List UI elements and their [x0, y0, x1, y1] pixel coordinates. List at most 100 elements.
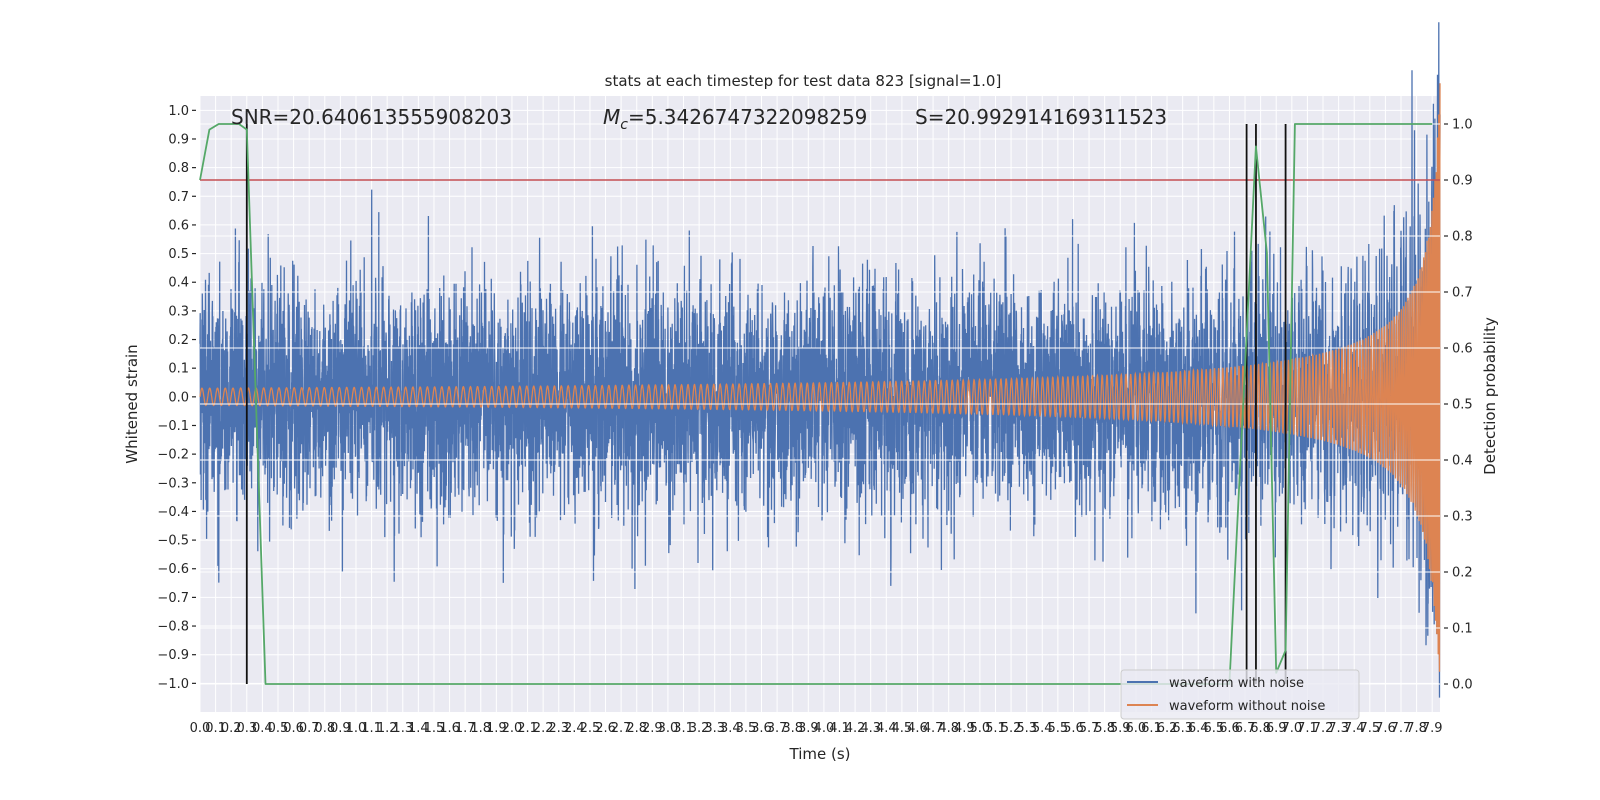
- x-tick-label: 5.5: [1048, 721, 1069, 736]
- y-tick-label-right: 0.9: [1452, 174, 1473, 189]
- y-tick-label-left: 0.7: [168, 190, 189, 205]
- x-tick-label: 6.4: [1188, 721, 1209, 736]
- y-tick-label-left: −0.7: [157, 591, 189, 606]
- x-tick-label: 5.2: [1001, 721, 1022, 736]
- x-tick-label: 0.7: [299, 721, 320, 736]
- y-tick-label-left: 0.5: [168, 247, 189, 262]
- x-tick-label: 1.7: [455, 721, 476, 736]
- x-tick-label: 6.8: [1250, 721, 1271, 736]
- x-tick-label: 4.8: [938, 721, 959, 736]
- legend-box: [1120, 669, 1360, 720]
- x-tick-label: 6.1: [1141, 721, 1162, 736]
- y-tick-label-right: 0.4: [1452, 454, 1473, 469]
- x-tick-label: 2.5: [580, 721, 601, 736]
- x-tick-label: 3.2: [689, 721, 710, 736]
- x-tick-label: 4.6: [907, 721, 928, 736]
- x-tick-label: 6.5: [1203, 721, 1224, 736]
- x-tick-label: 4.4: [876, 721, 897, 736]
- y-tick-label-right: 0.5: [1452, 398, 1473, 413]
- x-tick-label: 2.0: [502, 721, 523, 736]
- y-tick-label-right: 0.2: [1452, 566, 1473, 581]
- x-tick-label: 1.8: [470, 721, 491, 736]
- y-tick-label-right: 0.1: [1452, 622, 1473, 637]
- y-tick-label-left: 0.1: [168, 362, 189, 377]
- x-tick-label: 3.9: [798, 721, 819, 736]
- x-tick-label: 1.2: [377, 721, 398, 736]
- legend-label-without-noise: waveform without noise: [1169, 699, 1325, 714]
- x-tick-label: 1.1: [361, 721, 382, 736]
- x-tick-label: 0.8: [314, 721, 335, 736]
- waveform-without-noise-line: [199, 83, 1441, 672]
- x-tick-label: 7.2: [1313, 721, 1334, 736]
- x-tick-label: 5.4: [1032, 721, 1053, 736]
- x-tick-label: 2.2: [533, 721, 554, 736]
- x-tick-label: 0.0: [190, 721, 211, 736]
- y-tick-label-left: 0.3: [168, 304, 189, 319]
- x-tick-label: 5.9: [1110, 721, 1131, 736]
- x-tick-label: 2.4: [564, 721, 585, 736]
- x-tick-label: 6.7: [1235, 721, 1256, 736]
- y-tick-label-left: −0.6: [157, 562, 189, 577]
- x-tick-label: 5.8: [1094, 721, 1115, 736]
- x-tick-label: 5.3: [1016, 721, 1037, 736]
- x-tick-label: 7.9: [1422, 721, 1443, 736]
- chirp-mass-value: =5.3426747322098259: [628, 105, 867, 129]
- x-tick-label: 0.1: [205, 721, 226, 736]
- x-tick-label: 3.1: [673, 721, 694, 736]
- x-tick-label: 6.0: [1126, 721, 1147, 736]
- y-tick-label-right: 0.8: [1452, 230, 1473, 245]
- x-tick-label: 3.0: [658, 721, 679, 736]
- x-tick-label: 6.2: [1157, 721, 1178, 736]
- x-tick-label: 6.9: [1266, 721, 1287, 736]
- x-tick-label: 0.3: [236, 721, 257, 736]
- x-tick-label: 3.5: [736, 721, 757, 736]
- x-tick-label: 2.9: [642, 721, 663, 736]
- y-tick-label-left: 1.0: [168, 104, 189, 119]
- x-tick-label: 4.1: [829, 721, 850, 736]
- chirp-mass-annotation: Mc=5.3426747322098259: [603, 105, 867, 133]
- x-tick-label: 2.6: [595, 721, 616, 736]
- y-tick-label-right: 0.7: [1452, 286, 1473, 301]
- x-tick-label: 1.9: [486, 721, 507, 736]
- y-tick-label-left: −0.2: [157, 448, 189, 463]
- x-tick-label: 1.6: [439, 721, 460, 736]
- x-tick-label: 1.4: [408, 721, 429, 736]
- x-tick-label: 7.0: [1281, 721, 1302, 736]
- x-tick-label: 7.4: [1344, 721, 1365, 736]
- y-tick-label-right: 0.6: [1452, 342, 1473, 357]
- ticks: 0.00.10.20.30.40.50.60.70.80.91.01.11.21…: [157, 104, 1472, 736]
- x-tick-label: 7.6: [1375, 721, 1396, 736]
- x-tick-label: 7.8: [1406, 721, 1427, 736]
- x-tick-label: 3.3: [704, 721, 725, 736]
- x-tick-label: 3.4: [720, 721, 741, 736]
- x-tick-label: 7.3: [1328, 721, 1349, 736]
- y-tick-label-left: −0.8: [157, 620, 189, 635]
- y-tick-label-left: 0.2: [168, 333, 189, 348]
- x-tick-label: 3.7: [767, 721, 788, 736]
- y-tick-label-left: −0.5: [157, 534, 189, 549]
- chirp-mass-subscript: c: [620, 117, 628, 133]
- y-tick-label-left: 0.8: [168, 161, 189, 176]
- x-tick-label: 7.7: [1391, 721, 1412, 736]
- legend: waveform with noise waveform without noi…: [1120, 669, 1360, 720]
- x-tick-label: 0.6: [283, 721, 304, 736]
- y-axis-label-left: Whitened strain: [123, 344, 141, 463]
- x-tick-label: 5.1: [985, 721, 1006, 736]
- x-tick-label: 4.0: [814, 721, 835, 736]
- x-tick-label: 5.7: [1079, 721, 1100, 736]
- chart-title: stats at each timestep for test data 823…: [605, 72, 1002, 90]
- y-tick-label-left: −0.9: [157, 648, 189, 663]
- x-tick-label: 6.6: [1219, 721, 1240, 736]
- y-tick-label-left: −0.4: [157, 505, 189, 520]
- legend-label-with-noise: waveform with noise: [1169, 676, 1304, 691]
- x-tick-label: 5.0: [970, 721, 991, 736]
- s-annotation: S=20.992914169311523: [915, 105, 1167, 129]
- y-tick-label-left: 0.9: [168, 132, 189, 147]
- y-tick-label-left: −0.1: [157, 419, 189, 434]
- x-tick-label: 4.3: [860, 721, 881, 736]
- x-tick-label: 7.5: [1359, 721, 1380, 736]
- x-tick-label: 2.8: [626, 721, 647, 736]
- y-axis-label-right: Detection probability: [1481, 317, 1499, 475]
- y-tick-label-left: 0.0: [168, 390, 189, 405]
